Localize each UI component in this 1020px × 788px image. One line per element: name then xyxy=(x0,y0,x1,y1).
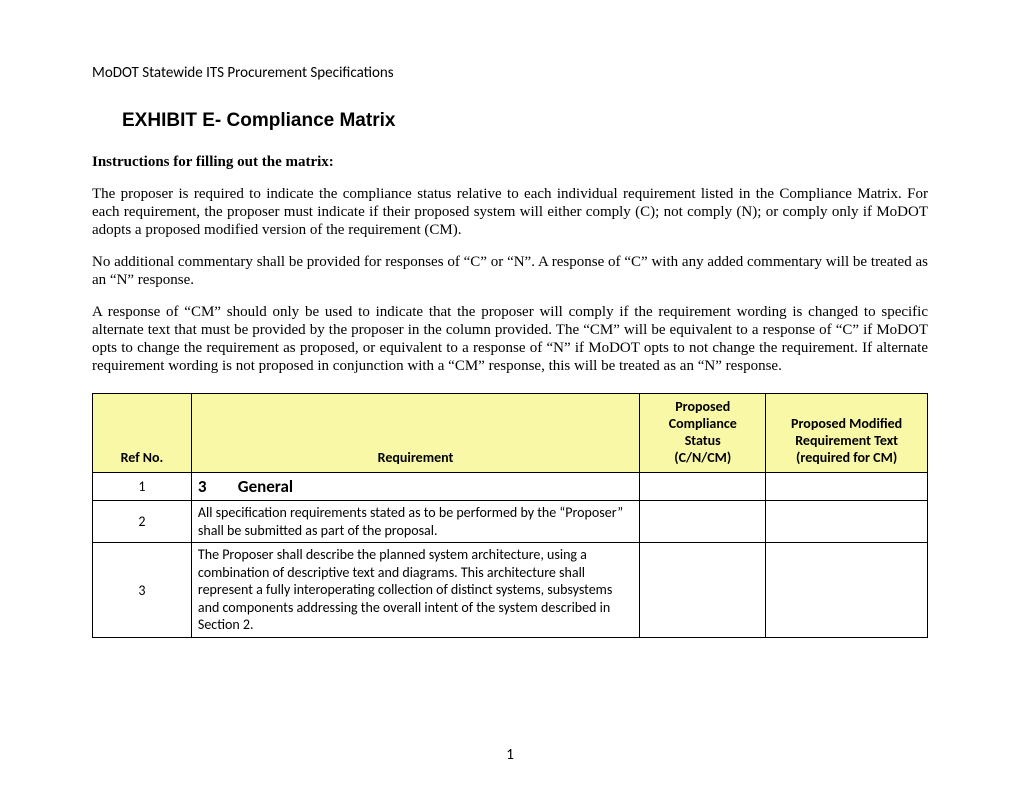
mod-line-1: Proposed Modified xyxy=(791,415,902,432)
cell-status[interactable] xyxy=(640,473,766,501)
col-header-ref: Ref No. xyxy=(93,394,192,473)
table-header-row: Ref No. Requirement Proposed Compliance … xyxy=(93,394,928,473)
section-number: 3 xyxy=(198,476,234,497)
cell-modified[interactable] xyxy=(766,501,928,543)
table-row: 1 3 General xyxy=(93,473,928,501)
page-number: 1 xyxy=(92,746,928,764)
status-line-4: (C/N/CM) xyxy=(674,449,731,466)
col-header-status: Proposed Compliance Status (C/N/CM) xyxy=(640,394,766,473)
mod-line-2: Requirement Text xyxy=(795,432,898,449)
cell-ref: 1 xyxy=(93,473,192,501)
cell-ref: 3 xyxy=(93,543,192,638)
col-header-requirement: Requirement xyxy=(191,394,639,473)
table-header: Ref No. Requirement Proposed Compliance … xyxy=(93,394,928,473)
paragraph-1: The proposer is required to indicate the… xyxy=(92,185,928,239)
exhibit-title: EXHIBIT E- Compliance Matrix xyxy=(122,110,928,132)
cell-ref: 2 xyxy=(93,501,192,543)
status-line-2: Compliance xyxy=(669,415,737,432)
paragraph-3: A response of “CM” should only be used t… xyxy=(92,303,928,375)
table-body: 1 3 General 2 All specification requirem… xyxy=(93,473,928,638)
status-line-1: Proposed xyxy=(675,398,730,415)
table-row: 2 All specification requirements stated … xyxy=(93,501,928,543)
cell-modified[interactable] xyxy=(766,473,928,501)
col-header-modified: Proposed Modified Requirement Text (requ… xyxy=(766,394,928,473)
paragraph-2: No additional commentary shall be provid… xyxy=(92,253,928,289)
cell-requirement: The Proposer shall describe the planned … xyxy=(191,543,639,638)
cell-status[interactable] xyxy=(640,543,766,638)
section-title: General xyxy=(238,476,293,497)
compliance-matrix-table: Ref No. Requirement Proposed Compliance … xyxy=(92,393,928,638)
mod-line-3: (required for CM) xyxy=(796,449,897,466)
cell-requirement: 3 General xyxy=(191,473,639,501)
cell-modified[interactable] xyxy=(766,543,928,638)
cell-requirement: All specification requirements stated as… xyxy=(191,501,639,543)
instructions-heading: Instructions for filling out the matrix: xyxy=(92,154,928,171)
status-line-3: Status xyxy=(685,432,721,449)
doc-header: MoDOT Statewide ITS Procurement Specific… xyxy=(92,64,928,82)
page: MoDOT Statewide ITS Procurement Specific… xyxy=(0,0,1020,788)
cell-status[interactable] xyxy=(640,501,766,543)
table-row: 3 The Proposer shall describe the planne… xyxy=(93,543,928,638)
